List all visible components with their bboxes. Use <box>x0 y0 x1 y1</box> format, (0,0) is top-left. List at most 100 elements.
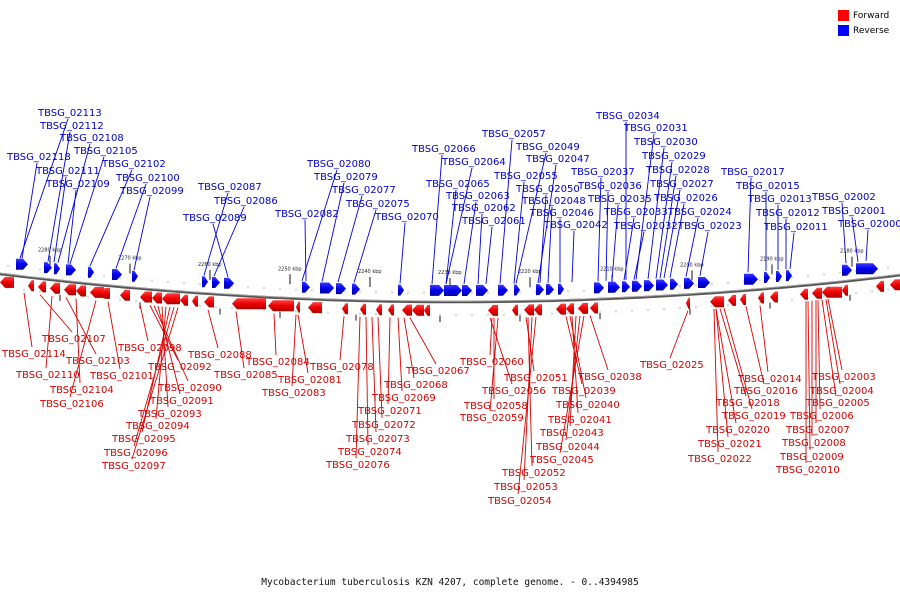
reverse-gene-label[interactable]: TBSG_02062 <box>451 203 516 214</box>
forward-gene-arrow[interactable] <box>524 304 534 316</box>
forward-gene-arrow[interactable] <box>76 285 86 297</box>
reverse-gene-label[interactable]: TBSG_02055 <box>493 171 558 182</box>
reverse-gene-label[interactable]: TBSG_02037 <box>570 167 635 178</box>
forward-gene-label[interactable]: TBSG_02008 <box>781 438 846 449</box>
reverse-gene-label[interactable]: TBSG_02048 <box>521 196 586 207</box>
reverse-gene-label[interactable]: TBSG_02118 <box>6 152 71 163</box>
forward-gene-label[interactable]: TBSG_02069 <box>371 393 436 404</box>
reverse-gene-label[interactable]: TBSG_02075 <box>345 199 410 210</box>
reverse-gene-label[interactable]: TBSG_02030 <box>633 137 698 148</box>
reverse-gene-label[interactable]: TBSG_02028 <box>645 165 710 176</box>
reverse-gene-arrow[interactable] <box>608 281 620 293</box>
reverse-gene-arrow[interactable] <box>536 284 544 296</box>
reverse-gene-label[interactable]: TBSG_02000 <box>837 219 900 230</box>
reverse-gene-arrow[interactable] <box>320 282 334 294</box>
reverse-gene-label[interactable]: TBSG_02015 <box>735 181 800 192</box>
forward-gene-arrow[interactable] <box>38 281 46 293</box>
reverse-gene-arrow[interactable] <box>744 273 758 285</box>
forward-gene-arrow[interactable] <box>876 280 884 292</box>
forward-gene-arrow[interactable] <box>0 276 14 288</box>
forward-gene-label[interactable]: TBSG_02040 <box>555 400 620 411</box>
reverse-gene-label[interactable]: TBSG_02034 <box>595 111 660 122</box>
forward-gene-label[interactable]: TBSG_02009 <box>779 452 844 463</box>
reverse-gene-label[interactable]: TBSG_02042 <box>543 220 608 231</box>
forward-gene-arrow[interactable] <box>556 303 566 315</box>
reverse-gene-arrow[interactable] <box>352 283 360 295</box>
forward-gene-arrow[interactable] <box>232 298 266 310</box>
forward-gene-arrow[interactable] <box>140 291 152 303</box>
forward-gene-label[interactable]: TBSG_02094 <box>125 421 190 432</box>
forward-gene-label[interactable]: TBSG_02018 <box>715 398 780 409</box>
reverse-gene-label[interactable]: TBSG_02023 <box>677 221 742 232</box>
forward-gene-arrow[interactable] <box>512 304 518 316</box>
forward-gene-arrow[interactable] <box>296 301 300 313</box>
forward-gene-label[interactable]: TBSG_02073 <box>345 434 410 445</box>
reverse-gene-label[interactable]: TBSG_02112 <box>39 121 104 132</box>
forward-gene-arrow[interactable] <box>890 279 900 291</box>
reverse-gene-arrow[interactable] <box>202 276 208 288</box>
reverse-gene-label[interactable]: TBSG_02079 <box>313 172 378 183</box>
forward-gene-arrow[interactable] <box>566 303 574 315</box>
forward-gene-arrow[interactable] <box>50 282 60 294</box>
forward-gene-label[interactable]: TBSG_02016 <box>733 386 798 397</box>
legend-item-reverse[interactable]: Reverse <box>838 23 889 38</box>
forward-gene-arrow[interactable] <box>710 296 724 308</box>
forward-gene-label[interactable]: TBSG_02007 <box>785 425 850 436</box>
forward-gene-arrow[interactable] <box>758 292 764 304</box>
forward-gene-label[interactable]: TBSG_02095 <box>111 434 176 445</box>
reverse-gene-label[interactable]: TBSG_02057 <box>481 129 546 140</box>
forward-gene-label[interactable]: TBSG_02059 <box>459 413 524 424</box>
reverse-gene-label[interactable]: TBSG_02032 <box>613 221 678 232</box>
forward-gene-arrow[interactable] <box>842 284 848 296</box>
reverse-gene-arrow[interactable] <box>132 270 138 282</box>
forward-gene-arrow[interactable] <box>740 294 746 305</box>
forward-gene-label[interactable]: TBSG_02005 <box>805 398 870 409</box>
reverse-gene-label[interactable]: TBSG_02026 <box>653 193 718 204</box>
forward-gene-label[interactable]: TBSG_02044 <box>535 442 600 453</box>
forward-gene-label[interactable]: TBSG_02097 <box>101 461 166 472</box>
reverse-gene-label[interactable]: TBSG_02036 <box>577 181 642 192</box>
reverse-gene-arrow[interactable] <box>398 284 404 296</box>
reverse-gene-arrow[interactable] <box>88 266 94 278</box>
reverse-gene-arrow[interactable] <box>684 277 694 289</box>
forward-gene-label[interactable]: TBSG_02090 <box>157 383 222 394</box>
forward-gene-arrow[interactable] <box>28 280 34 292</box>
forward-gene-arrow[interactable] <box>162 293 180 305</box>
forward-gene-arrow[interactable] <box>152 292 162 304</box>
forward-gene-arrow[interactable] <box>578 302 588 314</box>
forward-gene-label[interactable]: TBSG_02106 <box>39 399 104 410</box>
forward-gene-arrow[interactable] <box>308 302 322 314</box>
forward-gene-label[interactable]: TBSG_02101 <box>89 371 154 382</box>
reverse-gene-arrow[interactable] <box>54 263 60 275</box>
forward-gene-arrow[interactable] <box>686 297 690 309</box>
forward-gene-label[interactable]: TBSG_02052 <box>501 468 566 479</box>
forward-gene-label[interactable]: TBSG_02076 <box>325 460 390 471</box>
forward-gene-label[interactable]: TBSG_02103 <box>65 356 130 367</box>
reverse-gene-arrow[interactable] <box>842 264 852 276</box>
reverse-gene-label[interactable]: TBSG_02066 <box>411 144 476 155</box>
reverse-gene-arrow[interactable] <box>856 263 878 275</box>
reverse-gene-label[interactable]: TBSG_02013 <box>747 194 812 205</box>
forward-gene-label[interactable]: TBSG_02053 <box>493 482 558 493</box>
forward-gene-label[interactable]: TBSG_02083 <box>261 388 326 399</box>
forward-gene-arrow[interactable] <box>800 288 808 300</box>
reverse-gene-arrow[interactable] <box>622 281 630 293</box>
reverse-gene-label[interactable]: TBSG_02035 <box>587 194 652 205</box>
forward-gene-arrow[interactable] <box>90 286 104 298</box>
forward-gene-arrow[interactable] <box>812 287 822 299</box>
reverse-gene-label[interactable]: TBSG_02012 <box>755 208 820 219</box>
forward-gene-label[interactable]: TBSG_02068 <box>383 380 448 391</box>
forward-gene-label[interactable]: TBSG_02054 <box>487 496 552 507</box>
reverse-gene-label[interactable]: TBSG_02089 <box>182 213 247 224</box>
reverse-gene-label[interactable]: TBSG_02086 <box>213 196 278 207</box>
forward-gene-label[interactable]: TBSG_02006 <box>789 411 854 422</box>
reverse-gene-label[interactable]: TBSG_02024 <box>667 207 732 218</box>
reverse-gene-label[interactable]: TBSG_02047 <box>525 154 590 165</box>
forward-gene-label[interactable]: TBSG_02003 <box>811 372 876 383</box>
forward-gene-arrow[interactable] <box>770 291 778 303</box>
forward-gene-label[interactable]: TBSG_02110 <box>15 370 80 381</box>
forward-gene-arrow[interactable] <box>360 303 366 315</box>
forward-gene-label[interactable]: TBSG_02019 <box>721 411 786 422</box>
forward-gene-label[interactable]: TBSG_02045 <box>529 455 594 466</box>
reverse-gene-label[interactable]: TBSG_02049 <box>515 142 580 153</box>
